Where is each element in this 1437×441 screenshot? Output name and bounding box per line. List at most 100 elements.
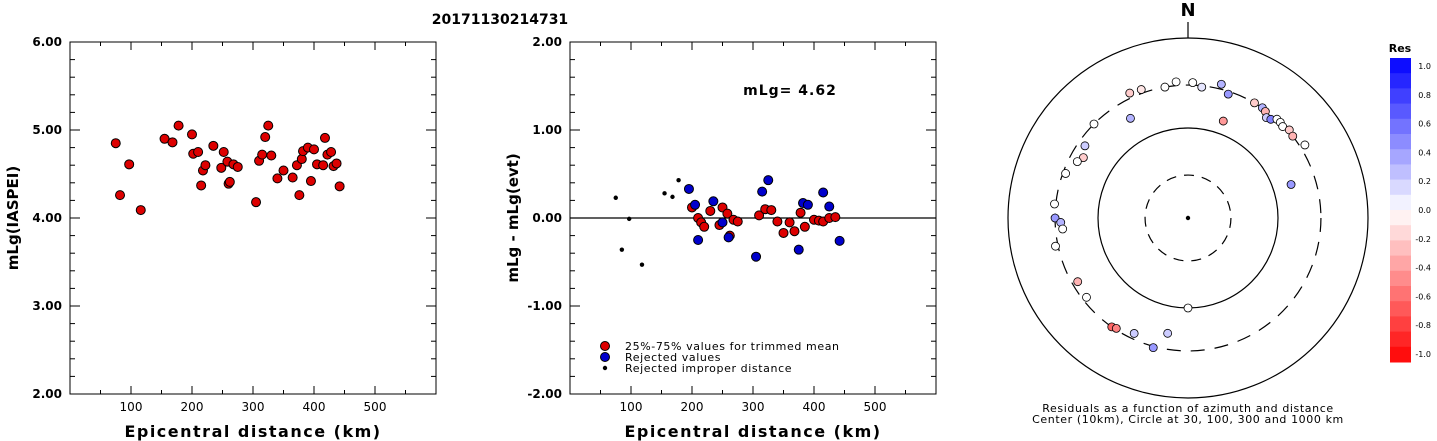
colorbar-swatch <box>1390 164 1411 181</box>
data-point <box>193 147 204 157</box>
station-residual-point <box>1218 116 1228 126</box>
x-tick-label: 500 <box>364 400 387 414</box>
station-residual-point <box>1286 180 1296 189</box>
station-residual-point <box>1183 303 1193 313</box>
station-residual-point <box>1197 82 1207 92</box>
colorbar-label: -0.8 <box>1415 321 1431 330</box>
colorbar-swatch <box>1390 225 1411 241</box>
data-point <box>334 181 345 192</box>
station-residual-point <box>1072 157 1082 167</box>
data-point <box>263 120 274 131</box>
polar-caption-1: Residuals as a function of azimuth and d… <box>1042 402 1333 415</box>
residual-colorbar: Res 1.0 0.8 0.6 0.4 0.2 0.0 -0.2 -0.4 -0.6 -0.8 -1.… <box>1389 42 1431 363</box>
data-point <box>110 138 121 149</box>
data-point <box>795 207 806 218</box>
colorbar-swatch <box>1390 316 1411 333</box>
station-residual-point <box>1223 89 1233 99</box>
data-point <box>208 140 219 151</box>
station-residual-point <box>1125 88 1135 98</box>
data-point <box>326 147 337 157</box>
colorbar-swatch <box>1390 134 1411 150</box>
data-point <box>799 221 810 232</box>
figure-title: 20171130214731 <box>432 12 568 28</box>
colorbar-swatch <box>1390 331 1411 348</box>
station-residual-point <box>1171 77 1181 87</box>
data-point <box>757 186 768 197</box>
data-point <box>272 173 283 184</box>
data-point <box>723 232 734 243</box>
data-point <box>224 176 235 187</box>
data-point <box>772 216 783 227</box>
y-tick-label: -1.00 <box>527 299 562 313</box>
colorbar-swatch <box>1390 118 1411 135</box>
station-residual-point <box>1216 79 1226 89</box>
data-point <box>251 197 262 208</box>
colorbar-swatch <box>1390 240 1411 257</box>
data-point <box>331 158 342 169</box>
y-tick-label: 0.00 <box>532 211 562 225</box>
colorbar-label: 0.8 <box>1418 91 1431 100</box>
y-tick-label: 4.00 <box>32 211 62 225</box>
polar-caption-2: Center (10km), Circle at 30, 100, 300 an… <box>1032 413 1344 426</box>
data-point <box>824 201 835 212</box>
y-tick-label: 2.00 <box>32 387 62 401</box>
data-point <box>789 226 800 237</box>
colorbar-swatch <box>1390 73 1411 89</box>
center-point <box>1185 215 1191 221</box>
colorbar-title: Res <box>1389 42 1412 55</box>
data-point <box>294 190 305 201</box>
colorbar-swatch <box>1390 88 1411 105</box>
data-point <box>802 199 813 210</box>
x-tick-label: 200 <box>681 400 704 414</box>
data-point <box>717 217 728 228</box>
y-tick-label: 3.00 <box>32 299 62 313</box>
x-tick-label: 300 <box>242 400 265 414</box>
data-point-improper <box>662 191 667 196</box>
data-point <box>754 210 765 221</box>
station-residual-point <box>1250 98 1259 108</box>
legend-marker <box>600 352 610 362</box>
data-point-improper <box>613 195 618 200</box>
data-point-improper <box>639 262 645 267</box>
x-axis-label: Epicentral distance (km) <box>124 422 381 441</box>
data-point <box>793 244 804 255</box>
x-tick-label: 500 <box>864 400 887 414</box>
station-residual-point <box>1080 141 1090 151</box>
data-point <box>693 235 704 245</box>
colorbar-swatch <box>1390 301 1411 317</box>
data-point <box>124 159 135 170</box>
colorbar-label: 0.6 <box>1418 120 1431 129</box>
data-point <box>257 149 268 160</box>
station-residual-point <box>1288 131 1298 141</box>
data-point <box>708 196 719 207</box>
data-point <box>830 212 841 223</box>
y-tick-label: -2.00 <box>527 387 562 401</box>
x-tick-label: 200 <box>181 400 204 414</box>
station-residual-point <box>1061 169 1071 178</box>
y-axis-label: mLg(IASPEI) <box>4 166 22 270</box>
data-point <box>766 205 777 216</box>
colorbar-swatch <box>1390 58 1411 74</box>
station-residual-point <box>1126 113 1135 123</box>
colorbar-label: -0.4 <box>1415 264 1431 273</box>
x-tick-label: 400 <box>303 400 326 414</box>
station-residual-point <box>1050 199 1059 209</box>
data-point <box>305 176 316 187</box>
polar-chart: N Residuals as a function of azimuth and … <box>1007 0 1369 426</box>
middle-chart: 100 200 300 400 500 -2.00 -1.00 0.00 1.00 2.00 Epi… <box>504 35 937 441</box>
data-point <box>318 160 329 171</box>
data-point <box>699 221 710 232</box>
data-point <box>218 147 229 157</box>
colorbar-label: 1.0 <box>1418 62 1431 71</box>
colorbar-swatch <box>1390 286 1411 302</box>
data-point <box>751 251 762 262</box>
station-residual-point <box>1111 323 1121 333</box>
station-residual-point <box>1300 140 1310 150</box>
y-tick-label: 6.00 <box>32 35 62 49</box>
data-point <box>834 235 845 246</box>
station-residual-point <box>1148 343 1158 353</box>
colorbar-swatch <box>1390 270 1411 287</box>
legend-label: Rejected values <box>625 351 721 364</box>
colorbar-label: 0.2 <box>1418 177 1431 186</box>
